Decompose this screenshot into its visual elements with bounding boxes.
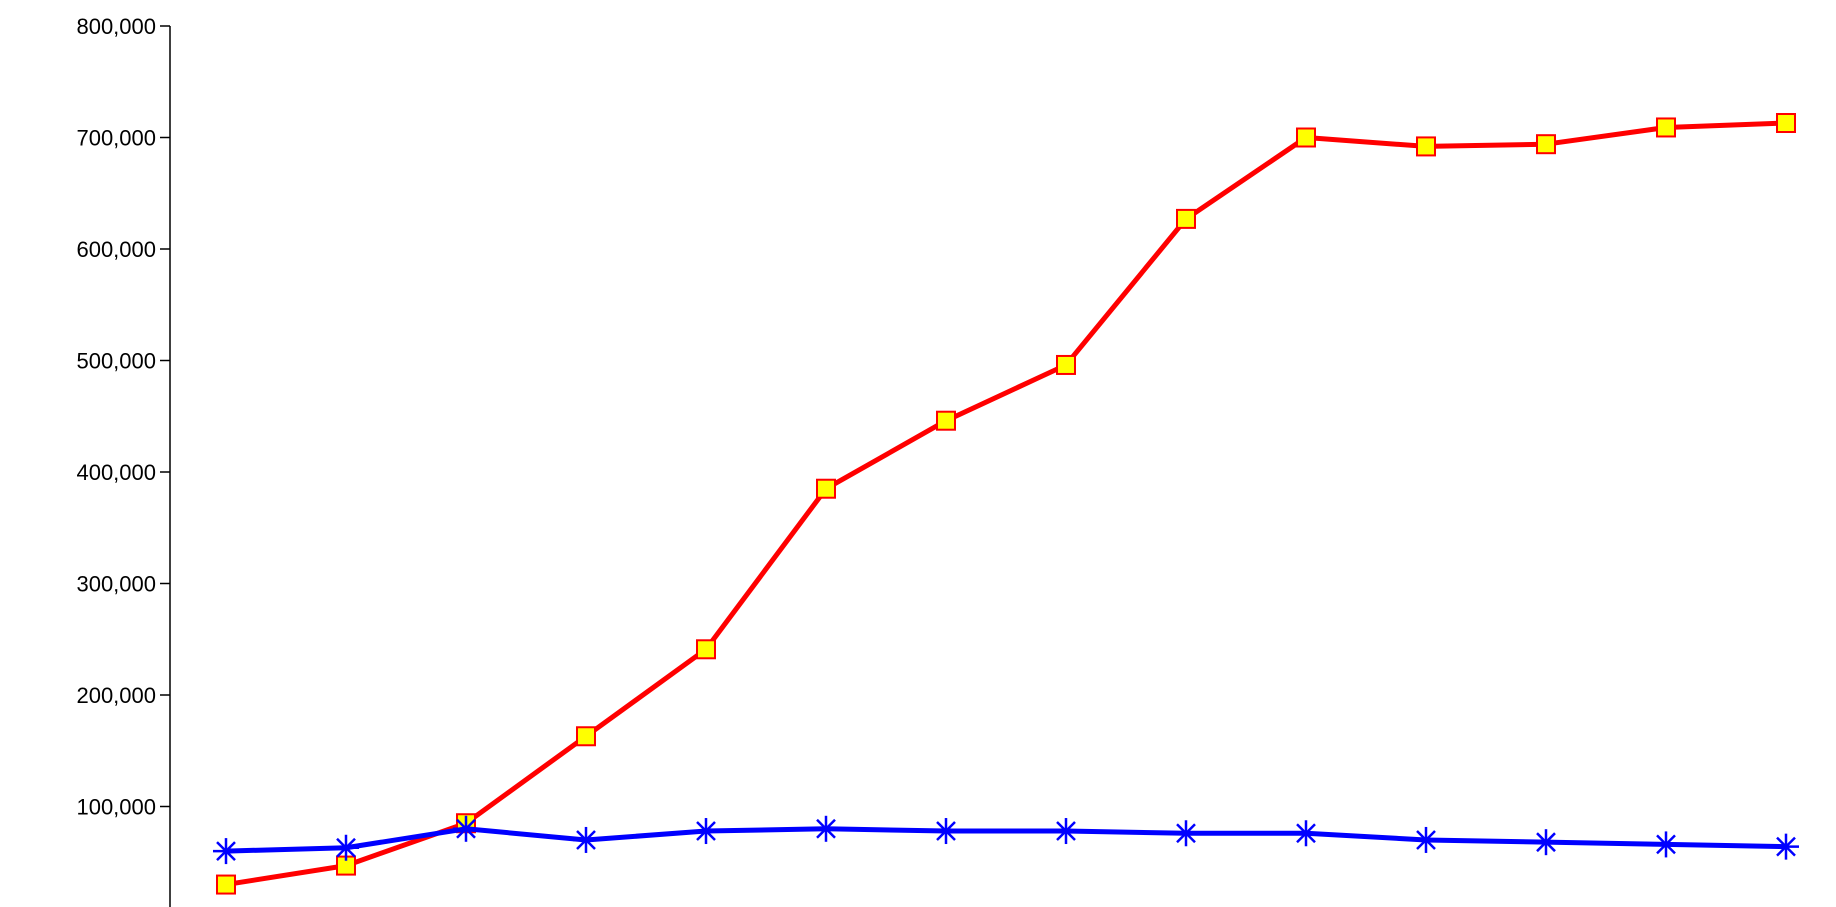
data-point-square [1296, 127, 1316, 148]
data-point-asterisk [1653, 831, 1679, 858]
data-point-asterisk [813, 815, 839, 842]
data-point-asterisk [453, 815, 479, 842]
data-point-asterisk [1173, 820, 1199, 847]
y-tick-label: 200,000 [76, 683, 156, 708]
series-line [225, 826, 1787, 854]
y-tick-label: 100,000 [76, 795, 156, 820]
data-point-asterisk [693, 818, 719, 845]
data-point-square [696, 639, 716, 660]
data-point-square [1536, 134, 1556, 155]
series-layer [213, 113, 1799, 895]
data-point-asterisk [213, 838, 239, 865]
series-line [225, 120, 1787, 888]
y-tick-label: 700,000 [76, 126, 156, 151]
series-2 [213, 815, 1799, 865]
data-point-asterisk [1413, 826, 1439, 853]
y-tick-label: 800,000 [76, 14, 156, 39]
data-point-asterisk [1533, 829, 1559, 856]
data-point-square [576, 726, 596, 747]
data-point-asterisk [573, 826, 599, 853]
series-1 [216, 113, 1796, 895]
data-point-square [216, 874, 236, 895]
y-tick-label: 300,000 [76, 572, 156, 597]
data-point-asterisk [1773, 833, 1799, 860]
y-tick-label: 400,000 [76, 460, 156, 485]
data-point-square [816, 478, 836, 499]
data-point-square [1176, 208, 1196, 229]
data-point-square [1416, 136, 1436, 157]
data-point-square [1776, 113, 1796, 134]
data-point-square [936, 410, 956, 431]
data-point-square [1056, 354, 1076, 375]
data-point-asterisk [1053, 818, 1079, 845]
data-point-asterisk [933, 818, 959, 845]
y-tick-label: 500,000 [76, 349, 156, 374]
data-point-asterisk [333, 834, 359, 861]
y-tick-label: 600,000 [76, 237, 156, 262]
data-point-asterisk [1293, 820, 1319, 847]
axes: 0100,000200,000300,000400,000500,000600,… [76, 14, 171, 907]
data-point-square [1656, 117, 1676, 138]
